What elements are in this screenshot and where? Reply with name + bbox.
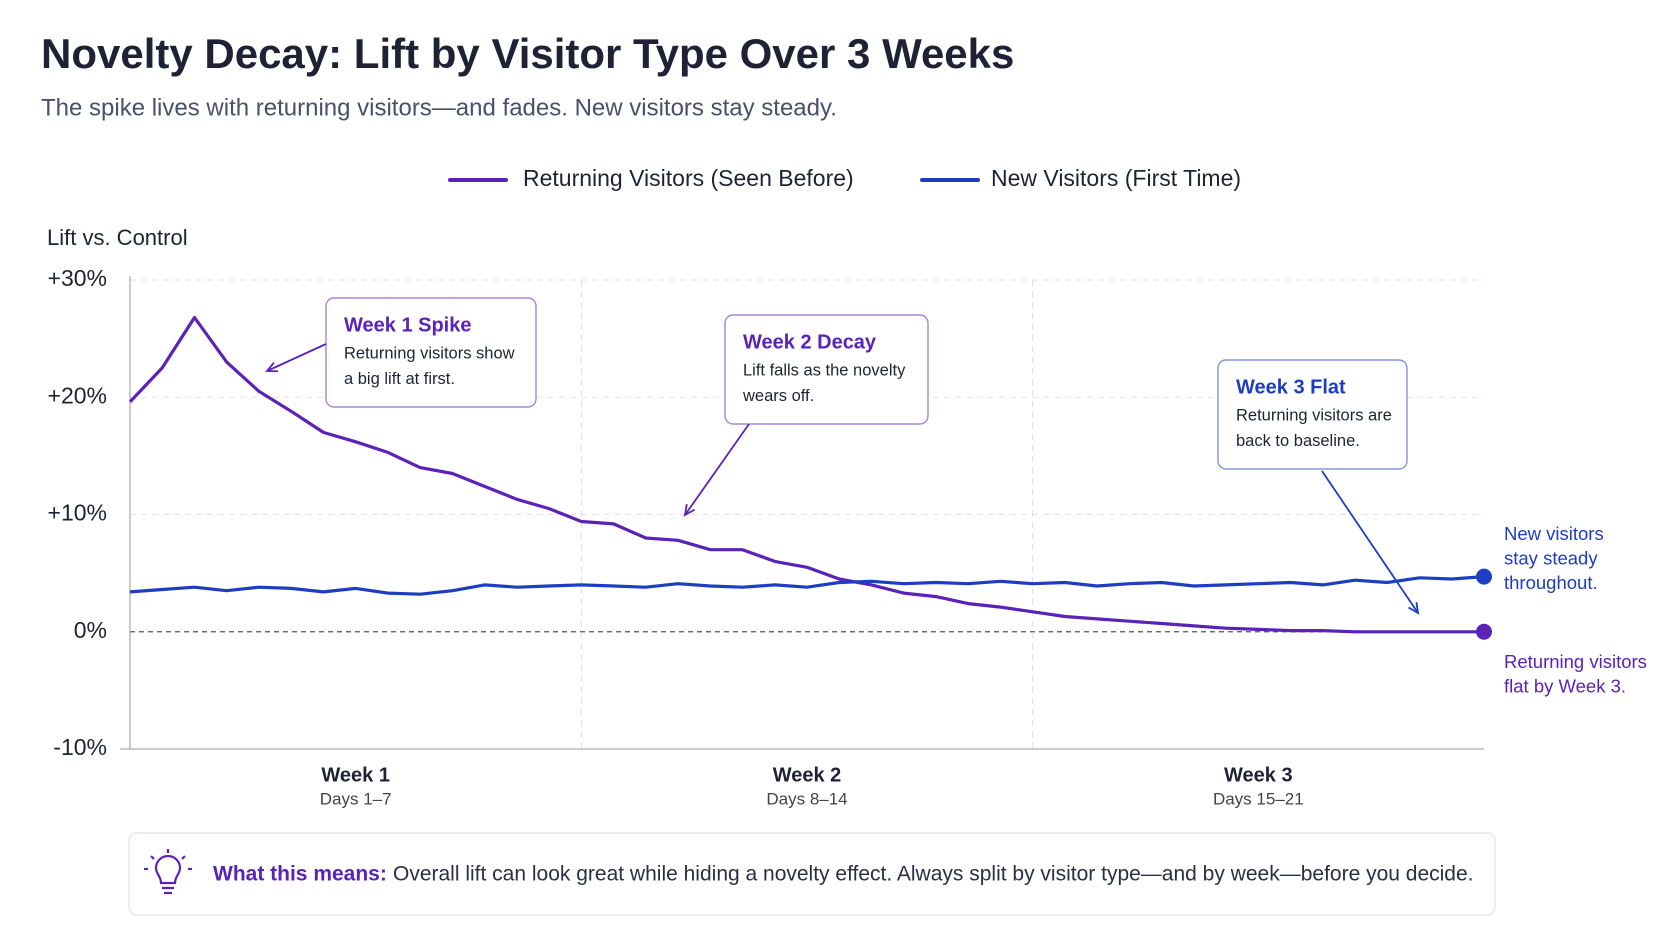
chart-title: Novelty Decay: Lift by Visitor Type Over…: [41, 30, 1014, 77]
callout-box: [325, 297, 537, 408]
series-line: [128, 315, 1484, 634]
note-text: Overall lift can look great while hiding…: [393, 863, 1474, 886]
note-box: [128, 832, 1496, 916]
end-label: Returning visitors: [1504, 651, 1647, 672]
callout-arrowhead: [683, 504, 696, 517]
end-label: New visitors: [1504, 523, 1604, 544]
y-tick-label: +20%: [48, 382, 107, 408]
week-days: Days 8–14: [766, 789, 847, 808]
callout-title: Week 1 Spike: [344, 314, 471, 336]
chart-subtitle: The spike lives with returning visitors—…: [41, 94, 837, 121]
note-label: What this means:: [213, 863, 387, 886]
end-label: throughout.: [1504, 572, 1598, 593]
callout-text: Lift falls as the novelty: [743, 361, 906, 379]
legend-label: Returning Visitors (Seen Before): [523, 165, 854, 191]
callout-text: back to baseline.: [1236, 432, 1360, 450]
bulb-icon: [144, 849, 192, 895]
y-tick-label: -10%: [53, 734, 107, 760]
week-days: Days 15–21: [1213, 789, 1304, 808]
end-label: stay steady: [1504, 547, 1598, 568]
y-tick-label: +30%: [48, 265, 107, 291]
callout-text: a big lift at first.: [344, 370, 455, 388]
callout-text: Returning visitors are: [1236, 406, 1392, 424]
callout-arrow: [266, 343, 327, 372]
y-axis-label: Lift vs. Control: [47, 225, 188, 250]
end-dot: [1476, 568, 1492, 585]
callout-arrow: [1321, 470, 1419, 614]
week-label: Week 2: [773, 764, 842, 786]
week-label: Week 1: [321, 764, 390, 786]
y-tick-label: +10%: [48, 500, 107, 526]
callout-text: Returning visitors show: [344, 344, 515, 362]
callout-arrow: [684, 423, 750, 516]
callout-arrowhead: [1408, 601, 1420, 615]
y-tick-label: 0%: [74, 617, 107, 643]
legend-label: New Visitors (First Time): [991, 165, 1241, 191]
week-days: Days 1–7: [320, 789, 392, 808]
callout-box: [724, 314, 929, 425]
callout-text: wears off.: [742, 387, 814, 405]
week-label: Week 3: [1224, 764, 1293, 786]
callout-box: [1217, 359, 1408, 470]
series-line: [129, 575, 1485, 596]
callout-title: Week 2 Decay: [743, 331, 877, 353]
end-dot: [1476, 623, 1492, 640]
callout-title: Week 3 Flat: [1236, 376, 1346, 398]
callout-arrowhead: [265, 361, 279, 373]
end-label: flat by Week 3.: [1504, 675, 1626, 696]
